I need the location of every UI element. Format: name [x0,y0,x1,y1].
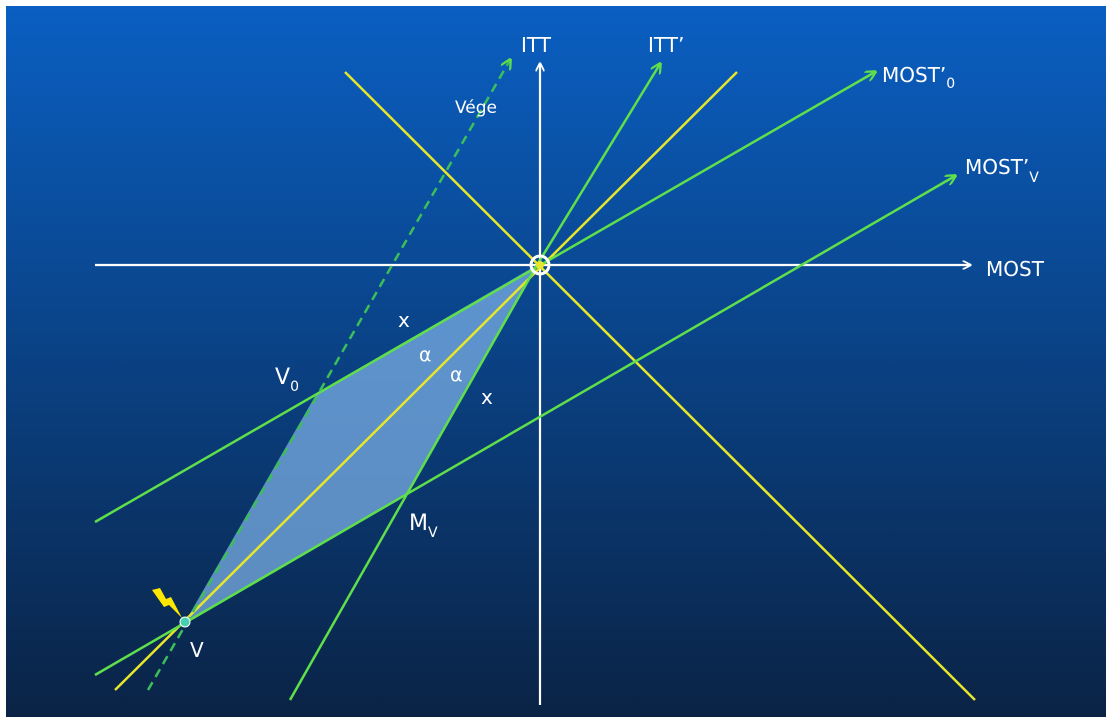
diagonal-line-down [344,71,976,701]
label-x-lower: x [481,385,493,409]
vege-dashed-line [146,60,510,691]
label-most-v: MOST’V [965,155,1039,186]
most-0-line [94,72,875,524]
point-v-marker [179,616,191,628]
label-itt-prime: ITT’ [648,33,684,57]
lightning-bolt-icon [152,588,182,618]
diagonal-line-up [114,71,738,691]
label-x-upper: x [398,308,410,332]
itt-prime-vector [535,64,660,266]
label-mv: MV [409,511,438,541]
label-most: MOST [986,257,1045,281]
label-vege: Vége [455,98,497,118]
itt-prime-line-lower [288,264,539,701]
label-itt: ITT [521,33,552,57]
background [6,6,1106,717]
label-alpha-2: α [450,364,463,386]
label-most-0: MOST’0 [882,63,955,92]
most-v-line [94,176,955,677]
label-v0: V0 [275,365,299,395]
label-alpha-1: α [419,344,432,366]
label-v: V [190,638,204,662]
origin-circle-icon [529,254,551,276]
